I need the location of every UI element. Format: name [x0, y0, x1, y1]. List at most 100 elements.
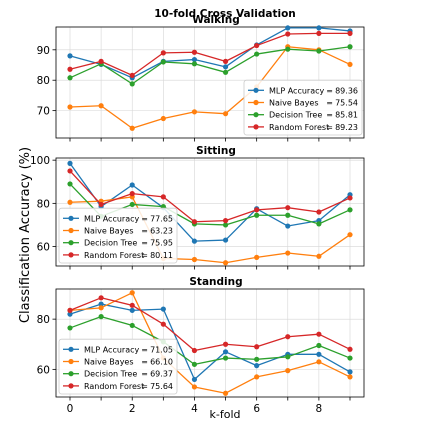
sitting-random-forest-line	[69, 170, 351, 223]
sitting-naive-bayes-point	[316, 253, 322, 259]
walking-naive-bayes-point	[98, 103, 104, 109]
walking-decision-tree-point	[67, 75, 73, 81]
standing-y-tick-label: 80	[37, 314, 50, 326]
sitting-y-tick-label: 60	[37, 242, 50, 254]
sitting-mlp-point	[191, 238, 198, 244]
standing-decision-tree-point	[316, 342, 322, 349]
walking-random-forest-point	[129, 72, 135, 78]
standing-legend-box	[58, 338, 178, 395]
walking-decision-tree-point	[316, 48, 322, 54]
walking-decision-tree-point	[191, 61, 198, 67]
sitting-legend-decision-tree-mean: 75.95	[150, 239, 173, 248]
walking-legend-naive-bayes-equals: =	[326, 99, 333, 108]
sitting-decision-tree-point	[285, 212, 291, 218]
standing-legend-random-forest-mean: 75.64	[150, 382, 173, 391]
walking-random-forest-point	[67, 66, 73, 72]
walking-legend-naive-bayes-mean: 75.54	[335, 99, 358, 108]
standing-legend-random-forest-marker	[68, 383, 74, 389]
standing-legend-random-forest-equals: =	[141, 382, 148, 391]
standing-decision-tree-point	[129, 322, 135, 329]
x-tick-label: 6	[253, 403, 260, 415]
standing-random-forest-point	[67, 307, 73, 313]
walking-naive-bayes-point	[191, 109, 198, 115]
x-tick-label: 4	[191, 403, 198, 415]
sitting-panel-title: Sitting	[196, 145, 236, 157]
walking-decision-tree-point	[222, 69, 229, 75]
standing-legend-mlp-mean: 71.05	[150, 345, 173, 354]
standing-axes-frame	[55, 288, 365, 398]
walking-mlp-point	[285, 25, 291, 31]
walking-legend-random-forest-name: Random Forest	[269, 123, 329, 132]
sitting-decision-tree-point	[347, 207, 353, 213]
walking-decision-tree-point	[285, 46, 291, 52]
walking-mlp-point	[191, 56, 198, 63]
standing-random-forest-point	[347, 346, 353, 352]
walking-decision-tree-point	[254, 51, 260, 57]
standing-decision-tree-point	[191, 361, 198, 367]
sitting-random-forest-point	[254, 207, 260, 213]
sitting-mlp-line	[69, 163, 351, 242]
walking-naive-bayes-point	[129, 125, 135, 131]
standing-legend-naive-bayes-mean: 66.10	[150, 358, 173, 367]
walking-legend-mlp-marker	[253, 87, 259, 93]
walking-legend-naive-bayes-name: Naive Bayes	[269, 99, 319, 108]
walking-y-tick-label: 90	[37, 45, 50, 57]
walking-decision-tree-point	[160, 59, 166, 65]
standing-random-forest-point	[285, 334, 291, 340]
standing-decision-tree-point	[67, 325, 73, 331]
walking-decision-tree-line	[69, 46, 351, 85]
walking-legend-mlp-mean: 89.36	[335, 86, 358, 95]
x-tick-label: 0	[67, 403, 74, 415]
standing-mlp-point	[98, 301, 104, 307]
walking-decision-tree-point	[129, 81, 135, 87]
sitting-decision-tree-point	[129, 201, 135, 208]
standing-legend-decision-tree-mean: 69.37	[150, 370, 173, 379]
walking-naive-bayes-point	[222, 111, 229, 117]
standing-legend-mlp-equals: =	[141, 345, 148, 354]
walking-legend-decision-tree-name: Decision Tree	[269, 111, 322, 120]
walking-legend-decision-tree-equals: =	[326, 111, 333, 120]
sitting-legend-decision-tree-equals: =	[141, 239, 148, 248]
walking-random-forest-point	[222, 58, 229, 64]
sitting-legend-box	[58, 207, 178, 264]
walking-legend-naive-bayes-marker	[253, 99, 259, 106]
standing-naive-bayes-point	[191, 384, 198, 390]
walking-random-forest-point	[98, 58, 104, 64]
sitting-random-forest-point	[67, 168, 73, 174]
sitting-naive-bayes-point	[67, 199, 73, 205]
standing-naive-bayes-point	[285, 368, 291, 374]
sitting-random-forest-point	[160, 194, 166, 200]
standing-legend-decision-tree-equals: =	[141, 370, 148, 379]
sitting-decision-tree-point	[254, 212, 260, 218]
sitting-random-forest-point	[316, 209, 322, 215]
sitting-naive-bayes-point	[347, 232, 353, 238]
sitting-naive-bayes-point	[191, 256, 198, 263]
standing-random-forest-point	[254, 344, 260, 350]
sitting-legend-random-forest-equals: =	[141, 251, 148, 260]
standing-legend-decision-tree-name: Decision Tree	[84, 370, 137, 379]
sitting-random-forest-point	[191, 219, 198, 225]
walking-mlp-point	[67, 53, 73, 59]
standing-random-forest-point	[222, 341, 229, 347]
walking-decision-tree-point	[347, 44, 353, 50]
standing-decision-tree-line	[69, 315, 351, 365]
sitting-legend-mlp-name: MLP Accuracy	[84, 214, 140, 223]
x-tick-label: 8	[316, 403, 323, 415]
sitting-legend-random-forest-mean: 80.11	[150, 251, 173, 260]
sitting-decision-tree-point	[316, 221, 322, 227]
standing-y-tick-label: 60	[37, 364, 50, 376]
standing-decision-tree-point	[222, 355, 229, 361]
standing-naive-bayes-point	[98, 305, 104, 311]
sitting-legend-mlp-marker	[68, 215, 74, 221]
standing-random-forest-point	[129, 302, 135, 308]
sitting-naive-bayes-point	[254, 254, 260, 260]
standing-mlp-point	[316, 351, 322, 357]
walking-mlp-point	[316, 25, 322, 31]
sitting-decision-tree-point	[222, 222, 229, 228]
y-axis-label: Classification Accuracy (%)	[18, 147, 33, 323]
